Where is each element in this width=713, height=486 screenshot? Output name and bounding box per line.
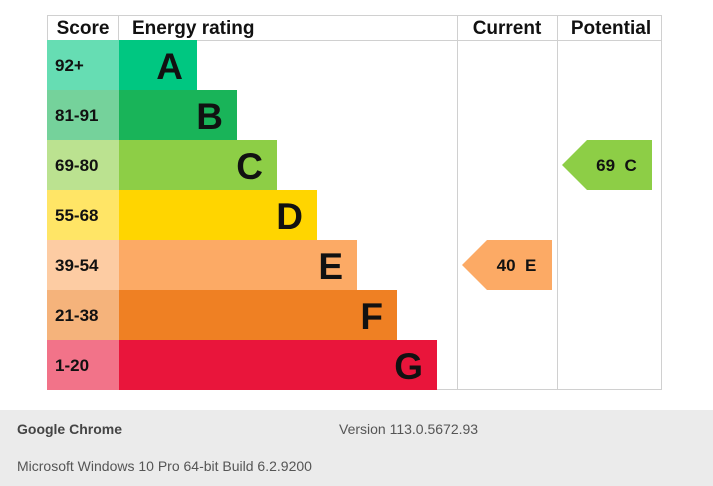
score-label-a: 92+ bbox=[55, 56, 84, 75]
potential-rating-marker-label: 69 C bbox=[596, 156, 637, 175]
current-rating-marker-label: 40 E bbox=[497, 256, 537, 275]
score-label-b: 81-91 bbox=[55, 106, 98, 125]
header-energy-rating: Energy rating bbox=[132, 18, 254, 39]
score-cell-g bbox=[47, 340, 119, 390]
browser-version: Version 113.0.5672.93 bbox=[339, 421, 479, 437]
score-cell-a bbox=[47, 40, 119, 90]
os-info: Microsoft Windows 10 Pro 64-bit Build 6.… bbox=[17, 458, 312, 474]
score-cell-f bbox=[47, 290, 119, 340]
rating-bar-f bbox=[119, 290, 397, 340]
browser-info-footer: Google Chrome Version 113.0.5672.93 Micr… bbox=[0, 410, 713, 486]
current-rating-marker bbox=[462, 240, 552, 290]
header-score: Score bbox=[57, 18, 110, 39]
header-potential: Potential bbox=[571, 18, 651, 39]
score-label-c: 69-80 bbox=[55, 156, 98, 175]
rating-bar-c bbox=[119, 140, 277, 190]
rating-letter-b: B bbox=[196, 96, 223, 137]
rating-letter-e: E bbox=[318, 246, 343, 287]
rating-letter-d: D bbox=[276, 196, 303, 237]
rating-bar-b bbox=[119, 90, 237, 140]
browser-name: Google Chrome bbox=[17, 421, 123, 437]
score-cell-d bbox=[47, 190, 119, 240]
score-cell-c bbox=[47, 140, 119, 190]
score-cell-b bbox=[47, 90, 119, 140]
score-label-f: 21-38 bbox=[55, 306, 98, 325]
rating-letter-g: G bbox=[394, 346, 423, 387]
header-current: Current bbox=[473, 18, 542, 39]
rating-letter-a: A bbox=[156, 46, 183, 87]
rating-bar-d bbox=[119, 190, 317, 240]
rating-bands: 92+ A 81-91 B 69-80 C 55-68 D 39-54 E 21-38 F 1-20 G bbox=[47, 40, 437, 390]
energy-rating-chart: Score Energy rating Current Potential 92… bbox=[47, 15, 662, 390]
score-label-g: 1-20 bbox=[55, 356, 89, 375]
rating-letter-c: C bbox=[236, 146, 263, 187]
rating-bar-a bbox=[119, 40, 197, 90]
potential-rating-marker bbox=[562, 140, 652, 190]
score-label-e: 39-54 bbox=[55, 256, 99, 275]
rating-bar-e bbox=[119, 240, 357, 290]
score-label-d: 55-68 bbox=[55, 206, 98, 225]
rating-markers: 40 E 69 C bbox=[462, 140, 652, 290]
score-cell-e bbox=[47, 240, 119, 290]
rating-bar-g bbox=[119, 340, 437, 390]
rating-letter-f: F bbox=[360, 296, 383, 337]
